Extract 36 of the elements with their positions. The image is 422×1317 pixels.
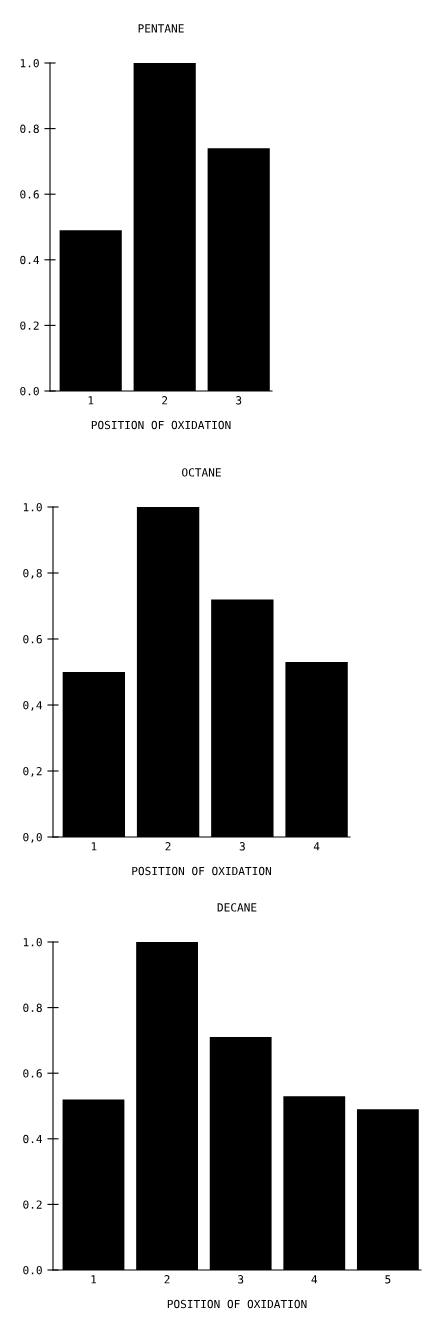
- x-tick-label: 3: [239, 842, 245, 851]
- y-tick-label: 1.0: [23, 938, 42, 947]
- y-tick-label: 0,0: [23, 833, 42, 843]
- y-tick-label: 0.6: [20, 190, 39, 199]
- y-tick-label: 0.0: [23, 1266, 42, 1275]
- x-tick-label: 1: [88, 396, 94, 405]
- x-tick-label: 2: [162, 396, 168, 405]
- y-tick-label: 0.4: [20, 255, 40, 265]
- y-tick-label: 0.4: [23, 1134, 43, 1144]
- x-tick-label: 4: [311, 1275, 318, 1284]
- y-tick-label: 0.0: [20, 387, 39, 396]
- y-tick-label: 0.2: [20, 321, 39, 330]
- y-tick-label: 0.8: [20, 124, 39, 134]
- x-tick-label: 1: [91, 842, 97, 851]
- y-tick-label: 0.6: [23, 635, 42, 644]
- y-tick-label: 0,8: [23, 569, 42, 579]
- x-axis-title: POSITION OF OXIDATION: [167, 1299, 307, 1309]
- y-tick-label: 1.0: [23, 503, 42, 512]
- x-axis-title: POSITION OF OXIDATION: [91, 420, 231, 430]
- y-tick-label: 0.2: [23, 1200, 42, 1209]
- x-tick-label: 4: [313, 842, 320, 851]
- x-tick-label: 5: [385, 1275, 391, 1284]
- x-tick-label: 3: [236, 396, 242, 405]
- x-axis-title: POSITION OF OXIDATION: [132, 866, 271, 876]
- y-tick-label: 0,2: [23, 767, 42, 777]
- y-tick-label: 1.0: [20, 59, 39, 68]
- x-tick-label: 2: [165, 842, 171, 851]
- y-tick-label: 0,4: [23, 701, 43, 711]
- chart-title: OCTANE: [182, 468, 221, 477]
- y-tick-label: 0.8: [23, 1003, 42, 1013]
- chart-title: DECANE: [217, 903, 257, 912]
- x-tick-label: 3: [238, 1275, 244, 1284]
- x-tick-label: 2: [164, 1275, 170, 1284]
- chart-title: PENTANE: [138, 24, 184, 33]
- x-tick-label: 1: [91, 1275, 97, 1284]
- y-tick-label: 0.6: [23, 1069, 42, 1078]
